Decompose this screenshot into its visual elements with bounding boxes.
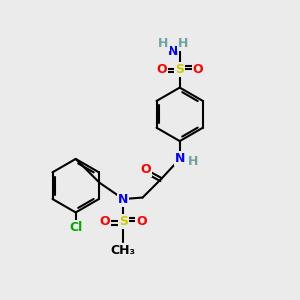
Text: O: O: [156, 63, 166, 76]
Text: N: N: [168, 45, 178, 58]
Text: CH₃: CH₃: [111, 244, 136, 256]
Text: H: H: [188, 155, 198, 168]
Text: Cl: Cl: [69, 221, 82, 234]
Text: H: H: [158, 38, 169, 50]
Text: N: N: [175, 152, 185, 165]
Text: H: H: [178, 38, 188, 50]
Text: S: S: [175, 63, 184, 76]
Text: S: S: [119, 215, 128, 228]
Text: O: O: [140, 163, 151, 176]
Text: N: N: [118, 193, 128, 206]
Text: O: O: [136, 215, 147, 228]
Text: O: O: [193, 63, 203, 76]
Text: O: O: [100, 215, 110, 228]
